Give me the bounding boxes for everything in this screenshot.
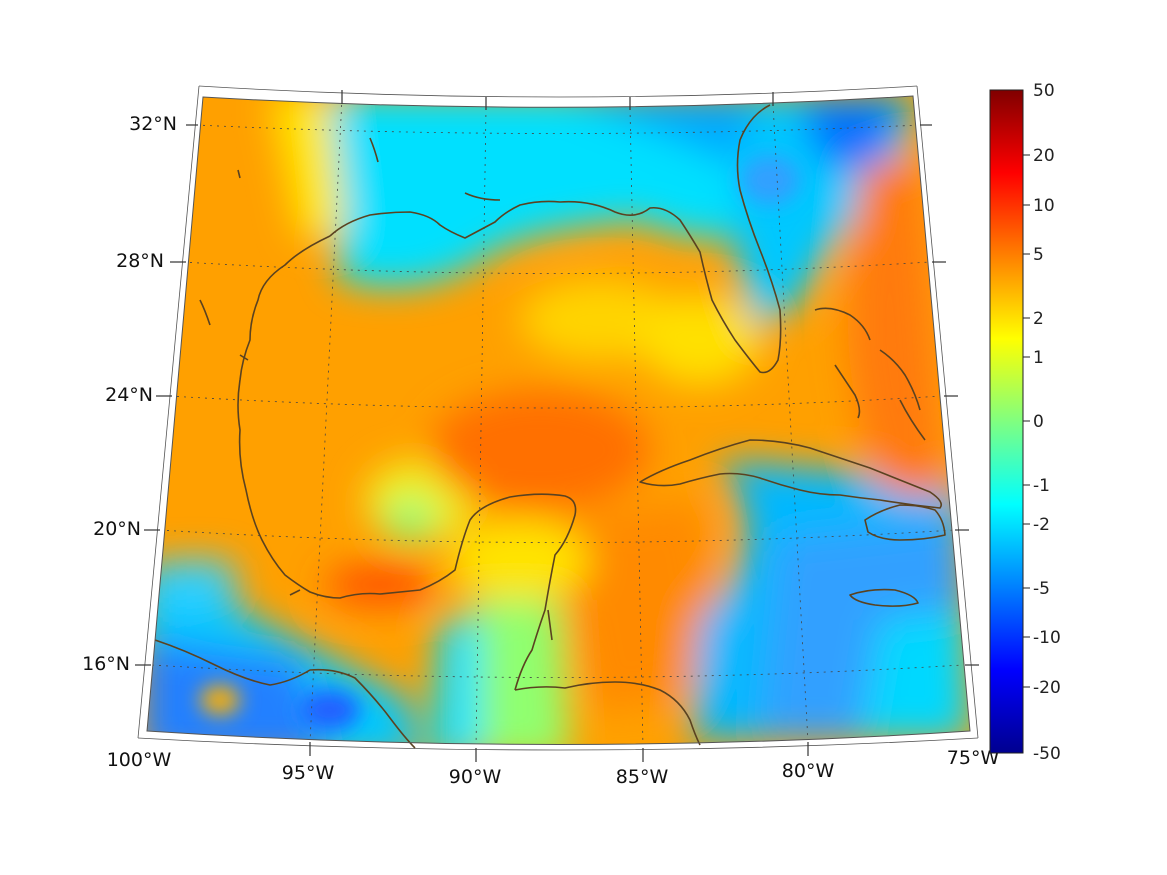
colorbar-label: 10 xyxy=(1033,196,1055,216)
colorbar-label: -5 xyxy=(1033,579,1050,599)
colorbar-gradient xyxy=(989,89,1024,754)
colorbar-label: -50 xyxy=(1033,744,1061,764)
lat-label: 32°N xyxy=(129,113,177,135)
coast-small-islands xyxy=(199,137,553,641)
colorbar: 50 20 10 5 2 1 0 -1 -2 -5 -10 -20 -50 xyxy=(989,81,1061,764)
lon-label: 75°W xyxy=(947,747,1000,769)
longitude-labels: 100°W 95°W 90°W 85°W 80°W 75°W xyxy=(107,747,1000,788)
frame-ticks xyxy=(135,90,979,762)
lon-label: 100°W xyxy=(107,749,172,771)
colorbar-label: -20 xyxy=(1033,678,1061,698)
colorbar-label: -2 xyxy=(1033,515,1050,535)
lon-label: 90°W xyxy=(449,766,502,788)
colorbar-label: 0 xyxy=(1033,412,1044,432)
coast-jamaica xyxy=(849,588,919,607)
lon-label: 80°W xyxy=(782,760,835,782)
colorbar-label: 1 xyxy=(1033,348,1044,368)
latitude-labels: 32°N 28°N 24°N 20°N 16°N xyxy=(82,113,177,675)
colorbar-label: 50 xyxy=(1033,81,1055,101)
lon-label: 85°W xyxy=(616,766,669,788)
coastlines xyxy=(154,104,946,749)
coast-central-america xyxy=(514,681,701,746)
colorbar-ticks xyxy=(1023,154,1030,688)
lon-label: 95°W xyxy=(282,762,335,784)
colorbar-label: 5 xyxy=(1033,245,1044,265)
colorbar-label: -10 xyxy=(1033,628,1061,648)
coast-texas-mexico xyxy=(237,235,577,691)
coast-pacific xyxy=(154,639,416,749)
map-frame xyxy=(137,85,979,751)
colorbar-label: -1 xyxy=(1033,476,1050,496)
coast-hispaniola xyxy=(864,504,946,541)
coast-bahamas xyxy=(814,307,926,441)
map-field xyxy=(147,96,970,745)
colorbar-label: 2 xyxy=(1033,309,1044,329)
colorbar-label: 20 xyxy=(1033,146,1055,166)
lat-label: 20°N xyxy=(93,518,141,540)
coast-northern-gulf xyxy=(329,104,782,374)
lat-label: 24°N xyxy=(105,384,153,406)
lat-label: 28°N xyxy=(116,250,164,272)
lat-label: 16°N xyxy=(82,653,130,675)
